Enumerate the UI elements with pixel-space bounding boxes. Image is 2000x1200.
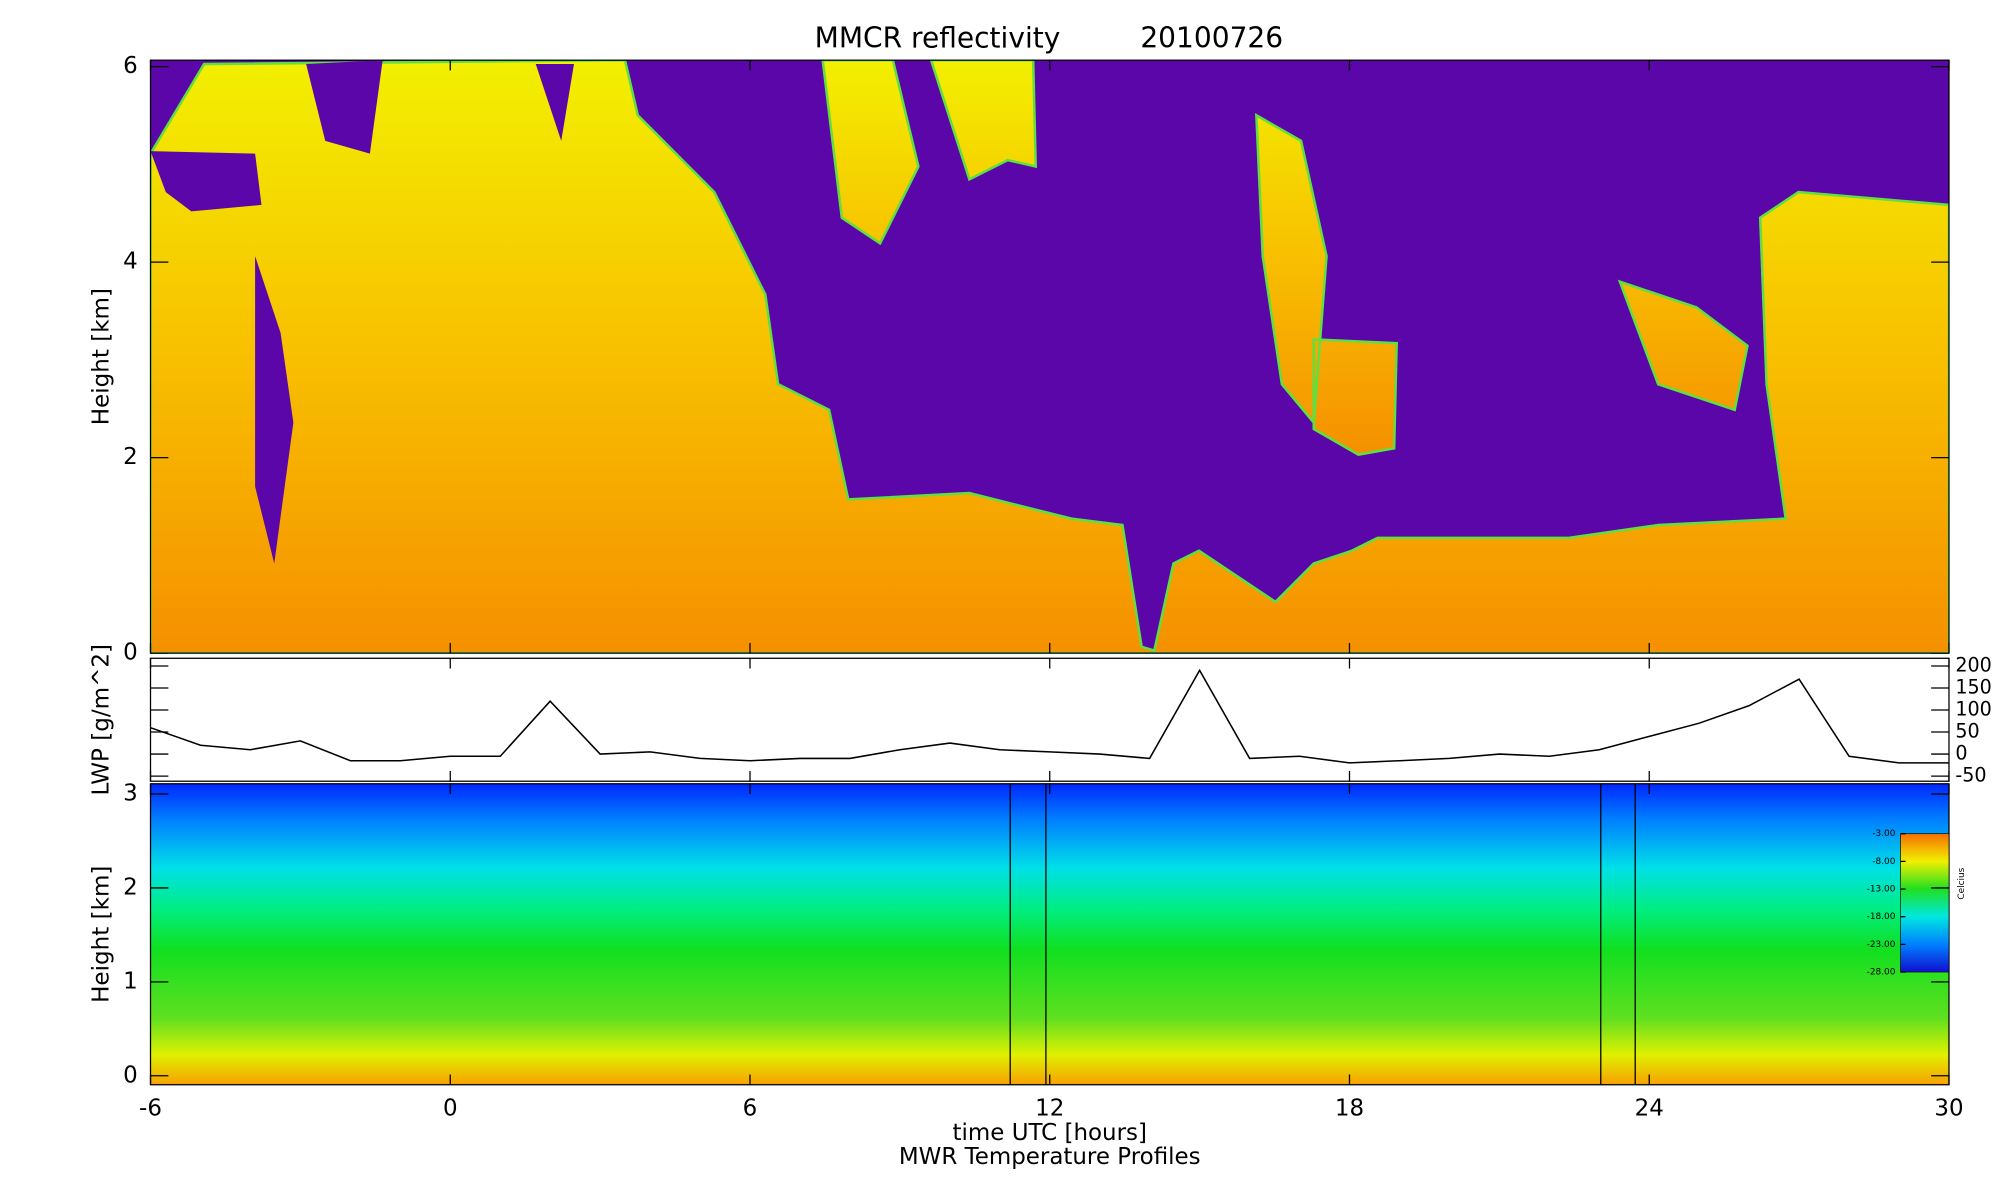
y2-tick-label: 100 — [1955, 697, 1992, 720]
colorbar-tick-label: -3.00 — [1872, 829, 1895, 839]
x-tick-label: 12 — [1035, 1096, 1064, 1122]
y-tick-label: 6 — [123, 53, 138, 79]
colorbar-tick-label: -23.00 — [1867, 940, 1896, 950]
x-tick-label: 0 — [443, 1096, 458, 1122]
lwp-line — [150, 668, 1949, 764]
y-tick-label: 2 — [123, 874, 138, 900]
y-tick-label: 4 — [123, 249, 138, 275]
colorbar — [1900, 833, 1950, 973]
chart-date: 20100726 — [1140, 22, 1283, 55]
reflectivity-map — [150, 60, 1949, 654]
y-tick-label: 3 — [123, 780, 138, 806]
x-tick-label: 6 — [743, 1096, 758, 1122]
y2-tick-label: -50 — [1955, 764, 1986, 787]
y-tick-label: 1 — [123, 968, 138, 994]
chart-title: MMCR reflectivity — [815, 22, 1061, 55]
footer: MWR Temperature Profiles — [899, 1144, 1201, 1170]
panel-frame — [149, 657, 1950, 782]
x-axis-label: time UTC [hours] — [953, 1120, 1147, 1146]
y2-tick-label: 50 — [1955, 720, 1979, 743]
colorbar-tick-label: -28.00 — [1867, 968, 1896, 978]
y-axis-label: Height [km] — [89, 288, 115, 425]
colorbar-tick-label: -13.00 — [1867, 885, 1896, 895]
x-tick-label: 30 — [1934, 1096, 1963, 1122]
y-axis-label: Height [km] — [89, 866, 115, 1003]
y-tick-label: 0 — [123, 640, 138, 666]
y2-tick-label: 0 — [1955, 742, 1967, 765]
data-gaps — [1009, 783, 1636, 1085]
y-axis-label: LWP [g/m^2] — [89, 644, 115, 796]
x-tick-label: 24 — [1635, 1096, 1664, 1122]
x-tick-label: 18 — [1335, 1096, 1364, 1122]
temperature-map — [150, 783, 1949, 1085]
y-tick-label: 2 — [123, 444, 138, 470]
y2-tick-label: 200 — [1955, 653, 1992, 676]
colorbar-tick-label: -18.00 — [1867, 912, 1896, 922]
y2-tick-label: 150 — [1955, 675, 1992, 698]
x-tick-label: -6 — [139, 1096, 162, 1122]
colorbar-label: Celcius — [1957, 867, 1967, 899]
y-tick-label: 0 — [123, 1062, 138, 1088]
colorbar-tick-label: -8.00 — [1872, 857, 1895, 867]
